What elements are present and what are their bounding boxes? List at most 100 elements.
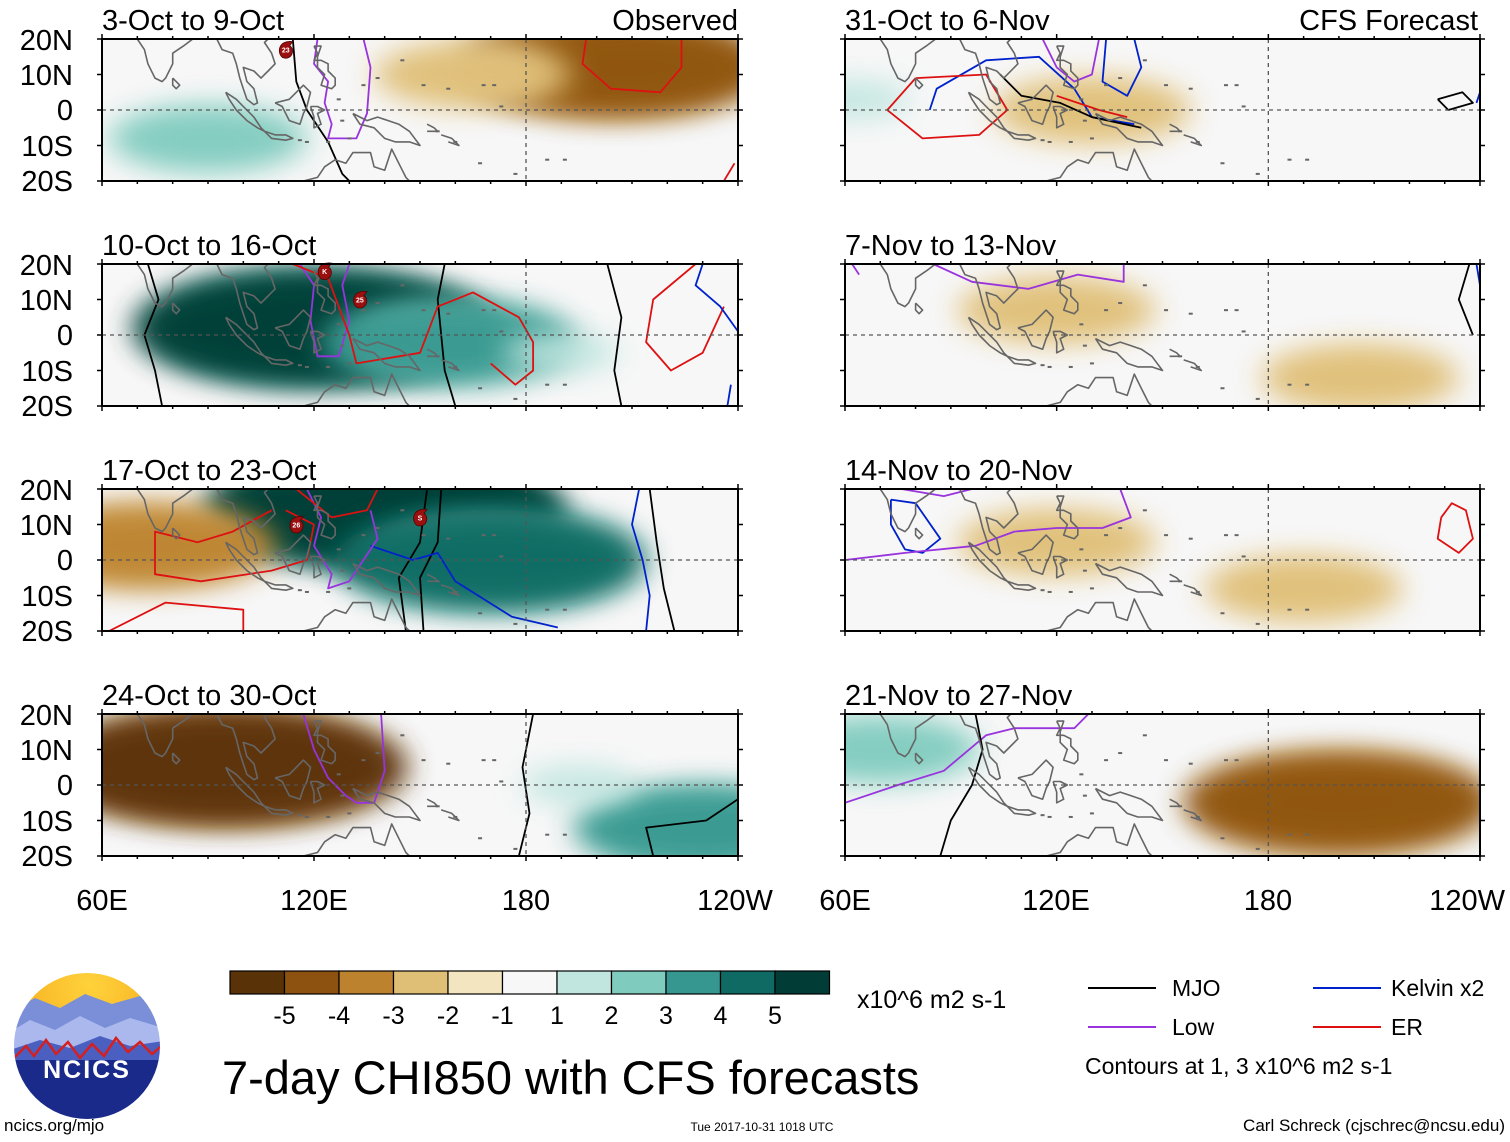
- panel-4-island-20: [562, 833, 567, 836]
- panel-3-anomaly-2-level-1: [102, 503, 278, 588]
- panel-4-ticks: [97, 709, 743, 861]
- panel-5-island-2: [1068, 140, 1073, 143]
- panel-1-coastline-0: [136, 39, 195, 83]
- panel-1-coastlines: [102, 39, 738, 181]
- colorbar-swatch-0: [229, 970, 286, 995]
- panel-8-island-2: [1068, 815, 1073, 818]
- panel-2-island-0: [340, 344, 345, 347]
- panel-7-coastline-1: [914, 527, 924, 540]
- panel-1-coastline-6: [309, 105, 326, 129]
- panel-8-anomalies: [845, 716, 1480, 853]
- panel-2-island-20: [562, 383, 567, 386]
- panel-5-island-0: [1082, 119, 1087, 122]
- logo-text: NCICS: [43, 1056, 131, 1084]
- panel-3-coastline-2: [215, 489, 276, 556]
- panel-7: 14-Nov to 20-Nov: [840, 455, 1485, 636]
- panel-8-coastlines: [845, 714, 1480, 856]
- panel-2-storm-1-label: 25: [356, 298, 364, 305]
- panel-5-island-20: [1305, 158, 1310, 161]
- panel-5-island-17: [1118, 77, 1123, 80]
- panel-3-storms: 26 S: [289, 508, 428, 534]
- panel-3-island-19: [545, 608, 550, 611]
- panel-1-coastline-2: [215, 39, 276, 106]
- panel-7-island-1: [1089, 587, 1094, 590]
- panel-5-coastline-10: [1035, 148, 1153, 181]
- contour-note: Contours at 1, 3 x10^6 m2 s-1: [1085, 1053, 1392, 1079]
- panel-5-contour-er-4: [1056, 94, 1128, 118]
- panel-3-title: 17-Oct to 23-Oct: [102, 455, 316, 487]
- panel-2-y-label-10s: 10S: [21, 356, 73, 388]
- panel-3-contour-er-6: [108, 601, 245, 631]
- panel-1-island-4: [297, 139, 302, 142]
- legend-low: Low: [1088, 1014, 1215, 1040]
- panel-3-y-label-20n: 20N: [20, 475, 73, 507]
- panel-5-coastlines: [845, 39, 1480, 181]
- panel-4-y-labels: 20N 10N 0 10S 20S: [20, 700, 73, 873]
- panel-6-island-7: [1234, 309, 1239, 312]
- colorbar-units: x10^6 m2 s-1: [857, 986, 1006, 1014]
- panel-4-island-4: [297, 814, 302, 817]
- figure-title: 7-day CHI850 with CFS forecasts: [222, 1051, 919, 1104]
- panel-2-island-11: [478, 387, 483, 390]
- panel-4-y-label-10s: 10S: [21, 806, 73, 838]
- panel-5-anomaly-0-level-1: [992, 77, 1192, 143]
- panel-3-contour-kelvin-x2-3: [631, 489, 651, 631]
- panel-5-island-8: [1142, 59, 1147, 62]
- panel-4-coastlines: [102, 714, 738, 856]
- legend-er-label: ER: [1391, 1014, 1423, 1040]
- panel-3-contour-kelvin-x2-4: [370, 544, 559, 629]
- panel-1-island-16: [421, 84, 426, 87]
- panel-1-y-label-10n: 10N: [20, 60, 73, 92]
- panel-3-y-label-10s: 10S: [21, 581, 73, 613]
- panel-8-coastline-5: [1017, 759, 1054, 801]
- right-x-label-180: 180: [1244, 885, 1292, 917]
- panel-8-island-5: [1079, 773, 1084, 776]
- panel-6-anomaly-0-level-1: [956, 277, 1157, 343]
- panel-3-contour-low-5: [306, 489, 379, 590]
- left-x-label-60e: 60E: [76, 885, 128, 917]
- panel-7-island-15: [1188, 537, 1193, 540]
- panel-2-contour-kelvin-x2-7: [726, 384, 732, 406]
- panel-5-coastline-0: [879, 39, 937, 83]
- panel-5-coastline-6: [1052, 105, 1069, 129]
- panel-1-y-label-20n: 20N: [20, 25, 73, 57]
- colorbar-tick-9: 5: [768, 1002, 782, 1030]
- colorbar-tick-2: -3: [382, 1002, 404, 1030]
- panel-6-island-4: [1040, 364, 1045, 367]
- panel-8-ticks: [840, 709, 1485, 861]
- panel-6-island-14: [1241, 330, 1246, 333]
- panel-2-contour-er-5: [645, 264, 725, 372]
- panel-3-storm-0-label: 26: [292, 523, 300, 530]
- panel-7-coastline-0: [879, 489, 937, 533]
- colorbar-swatch-6: [556, 970, 613, 995]
- panel-1-storms: 23: [278, 41, 294, 59]
- panel-1-storm-0: 23: [278, 41, 294, 59]
- panel-1-coastline-4: [263, 130, 294, 141]
- panel-4-coastline-10: [292, 823, 410, 856]
- panel-7-contour-er-3: [1436, 502, 1474, 554]
- panel-7-island-0: [1082, 569, 1087, 572]
- panel-3-island-12: [453, 590, 458, 593]
- panel-2-anomaly-2-level-1: [503, 333, 620, 373]
- panel-6-island-20: [1305, 383, 1310, 386]
- panel-5-title: 31-Oct to 6-Nov: [845, 5, 1050, 37]
- panel-4-coastline-9: [352, 787, 421, 822]
- panel-3-island-1: [347, 587, 352, 590]
- panel-5-ticks: [840, 34, 1485, 186]
- panel-4-island-17: [375, 752, 380, 755]
- panel-4-island-3: [304, 815, 309, 818]
- panel-6-island-5: [1079, 323, 1084, 326]
- panel-7-island-16: [1164, 534, 1169, 537]
- panel-4-island-0: [340, 794, 345, 797]
- panel-8-island-4: [1040, 814, 1045, 817]
- panel-6-anomaly-1-level-1: [1260, 344, 1460, 406]
- panel-7-island-12: [1195, 590, 1200, 593]
- colorbar-tick-1: -4: [328, 1002, 350, 1030]
- panel-3-coastline-10: [292, 598, 410, 631]
- left-x-labels: 60E 120E 180 120W: [76, 885, 773, 917]
- panel-3-coastline-4: [263, 580, 294, 592]
- panel-2-storm-0-symbol: [317, 262, 333, 281]
- panel-3: 26 S 17-Oct to 23-Oct 20N 10N 0 10S 20S: [20, 455, 743, 648]
- footer-url: ncics.org/mjo: [4, 1116, 104, 1135]
